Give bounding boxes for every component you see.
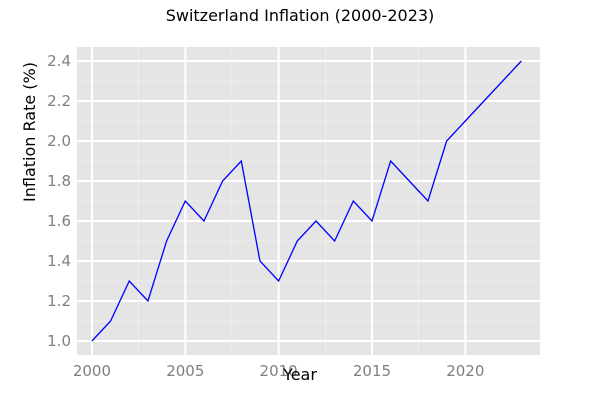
x-tick-label: 2000: [73, 362, 111, 380]
x-tick-label: 2005: [166, 362, 204, 380]
series-line-0: [91, 60, 522, 342]
series-layer: [91, 60, 522, 342]
y-tick-label: 1.0: [47, 332, 71, 350]
data-point: [110, 320, 112, 322]
data-point: [409, 180, 411, 182]
data-point: [296, 240, 298, 242]
data-point: [91, 340, 93, 342]
data-point: [203, 220, 205, 222]
data-point: [166, 240, 168, 242]
chart-title: Switzerland Inflation (2000-2023): [166, 6, 435, 25]
data-point: [427, 200, 429, 202]
x-tick-label: 2015: [353, 362, 391, 380]
data-point: [315, 220, 317, 222]
y-tick-label: 2.2: [47, 92, 71, 110]
y-axis-label: Inflation Rate (%): [20, 62, 39, 202]
y-tick-label: 2.4: [47, 52, 71, 70]
data-point: [521, 60, 523, 62]
data-point: [184, 200, 186, 202]
data-point: [222, 180, 224, 182]
data-point: [128, 280, 130, 282]
data-point: [334, 240, 336, 242]
data-point: [240, 160, 242, 162]
data-point: [371, 220, 373, 222]
y-tick-label: 2.0: [47, 132, 71, 150]
x-axis-label: Year: [282, 365, 317, 384]
x-tick-label: 2020: [446, 362, 484, 380]
y-tick-label: 1.8: [47, 172, 71, 190]
y-tick-label: 1.2: [47, 292, 71, 310]
x-tick-labels: 2000 2005 2010 2015 2020: [73, 362, 485, 380]
data-point: [353, 200, 355, 202]
data-point: [483, 100, 485, 102]
minor-gridlines: [77, 47, 540, 355]
y-tick-label: 1.4: [47, 252, 71, 270]
data-point: [502, 80, 504, 82]
data-point: [390, 160, 392, 162]
y-tick-label: 1.6: [47, 212, 71, 230]
data-point: [147, 300, 149, 302]
data-point: [278, 280, 280, 282]
y-tick-labels: 1.0 1.2 1.4 1.6 1.8 2.0 2.2 2.4: [47, 52, 71, 350]
major-gridlines: [77, 47, 540, 355]
data-point: [465, 120, 467, 122]
data-point: [446, 140, 448, 142]
data-point: [259, 260, 261, 262]
x-tick-label: 2010: [260, 362, 298, 380]
